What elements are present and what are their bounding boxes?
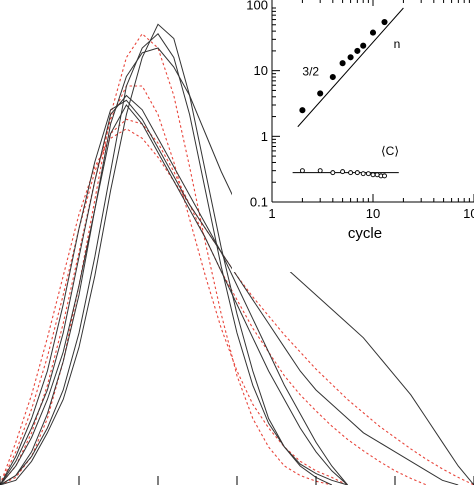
point-n-4 [339, 60, 346, 67]
point-c-8 [365, 171, 371, 177]
point-n-6 [354, 47, 361, 54]
series-c-label: ⟨C⟩ [381, 144, 399, 158]
measured-curve-1 [0, 23, 333, 485]
point-c-7 [360, 171, 366, 177]
fit-curve-4 [0, 128, 474, 485]
point-c-2 [317, 168, 323, 174]
main-x-ticks [0, 476, 474, 485]
series-n-label: n [394, 37, 401, 51]
inset-frame [271, 0, 474, 203]
measured-curve-5 [0, 99, 459, 485]
inset-y-tick-label-100: 100 [246, 0, 268, 13]
measured-curve-2 [0, 33, 348, 485]
measured-curve-4 [0, 94, 348, 485]
inset-ticks [271, 0, 474, 203]
inset-y-tick-label-10: 10 [254, 63, 268, 78]
inset-y-tick-label-0.1: 0.1 [250, 195, 268, 210]
fit-curve-1 [0, 32, 332, 485]
inset-x-tick-label-10: 10 [366, 206, 380, 221]
slope-annotation: 3/2 [302, 64, 319, 78]
point-c-9 [370, 172, 376, 178]
main-measured-curves [0, 23, 474, 485]
measured-curve-3 [0, 104, 348, 485]
inset-x-axis-label: cycle [348, 225, 382, 242]
point-c-5 [348, 170, 354, 176]
inset-x-tick-label-100: 100 [463, 206, 474, 221]
inset-fit-lines [292, 7, 404, 174]
point-c-4 [340, 169, 346, 175]
point-c-12 [382, 173, 387, 179]
point-n-5 [347, 54, 354, 61]
point-n-9 [381, 18, 388, 26]
inset-fit-line-1 [297, 7, 404, 128]
inset-points [299, 18, 388, 179]
main-plot [0, 23, 474, 485]
point-n-1 [299, 107, 306, 114]
point-c-1 [299, 168, 305, 174]
point-c-6 [354, 170, 360, 176]
inset-y-tick-label-1: 1 [261, 129, 268, 144]
point-n-3 [329, 73, 336, 81]
point-n-2 [317, 90, 324, 97]
inset-x-tick-label-1: 1 [268, 206, 275, 221]
fit-curve-2 [0, 85, 348, 485]
point-n-7 [360, 42, 367, 49]
point-c-3 [330, 170, 336, 176]
point-n-8 [369, 29, 377, 36]
